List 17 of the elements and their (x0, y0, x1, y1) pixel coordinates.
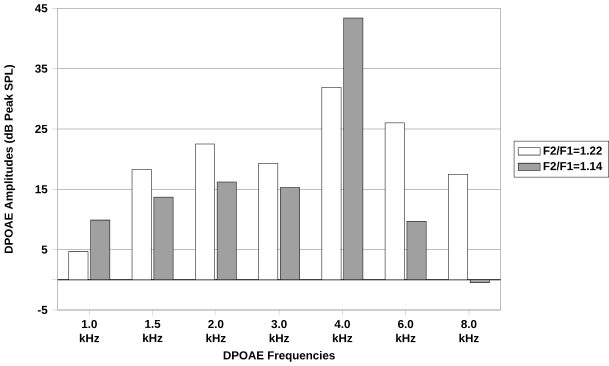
y-tick-label: 45 (35, 4, 48, 12)
x-tick-label: 6.0 kHz (396, 320, 416, 342)
y-tick-label: 15 (36, 185, 48, 194)
x-tick-label: 2.0 kHz (206, 320, 226, 342)
x-axis-title: DPOAE Frequencies (224, 350, 335, 362)
x-tick-label: 1.5 kHz (143, 320, 162, 342)
legend-label: F2/F1=1.14 (544, 162, 602, 170)
x-tick-label: 4.0 kHz (332, 320, 352, 342)
y-tick-label: 25 (35, 124, 48, 134)
y-tick-label: 35 (35, 64, 48, 73)
legend-label: F2/F1=1.22 (544, 146, 602, 155)
y-tick-label: 5 (42, 246, 48, 254)
y-tick-label: -5 (38, 306, 48, 314)
x-tick-label: 1.0 kHz (80, 320, 100, 342)
x-tick-label: 3.0 kHz (270, 320, 289, 342)
x-tick-label: 8.0 kHz (459, 320, 479, 342)
y-axis-title: DPOAE Amplitudes (dB Peak SPL) (4, 65, 16, 254)
